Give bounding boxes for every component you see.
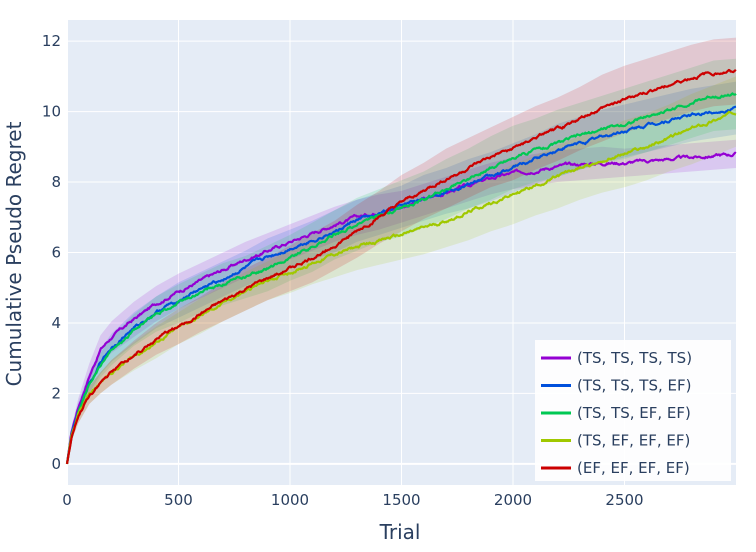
x-tick-label: 500 — [164, 491, 193, 509]
legend-label: (TS, TS, TS, EF) — [577, 377, 691, 395]
confidence-band — [67, 37, 736, 464]
legend: (TS, TS, TS, TS) (TS, TS, TS, EF) (TS, TS,… — [535, 340, 731, 481]
legend-label: (TS, TS, EF, EF) — [577, 404, 691, 422]
x-tick-label: 1000 — [271, 491, 309, 509]
x-tick-label: 2000 — [494, 491, 532, 509]
legend-label: (TS, EF, EF, EF) — [577, 432, 690, 450]
y-tick-label: 12 — [42, 32, 61, 50]
y-tick-label: 10 — [42, 103, 61, 121]
y-tick-label: 4 — [51, 314, 61, 332]
y-tick-label: 2 — [51, 384, 61, 402]
series-line — [65, 92, 737, 465]
y-gridlines — [67, 40, 736, 394]
legend-label: (TS, TS, TS, TS) — [577, 349, 692, 367]
legend-background — [535, 340, 731, 481]
y-axis-title: Cumulative Pseudo Regret — [2, 121, 26, 386]
series-lines — [65, 68, 737, 465]
legend-label: (EF, EF, EF, EF) — [577, 459, 690, 477]
x-axis-title: Trial — [379, 520, 421, 544]
confidence-band — [67, 58, 736, 464]
y-tick-label: 6 — [51, 244, 61, 262]
y-tick-label: 8 — [51, 173, 61, 191]
x-tick-label: 0 — [62, 491, 72, 509]
plot-area — [65, 20, 737, 485]
y-tick-labels: 0 2 4 6 8 10 12 — [42, 32, 61, 473]
x-tick-labels: 0 500 1000 1500 2000 2500 — [62, 491, 643, 509]
y-tick-label: 0 — [51, 455, 61, 473]
confidence-band — [67, 76, 736, 464]
x-tick-label: 1500 — [382, 491, 420, 509]
confidence-band — [67, 81, 736, 464]
series-line — [65, 68, 737, 465]
x-tick-label: 2500 — [605, 491, 643, 509]
